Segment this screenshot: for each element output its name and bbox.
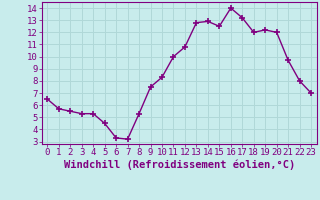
X-axis label: Windchill (Refroidissement éolien,°C): Windchill (Refroidissement éolien,°C) (64, 160, 295, 170)
